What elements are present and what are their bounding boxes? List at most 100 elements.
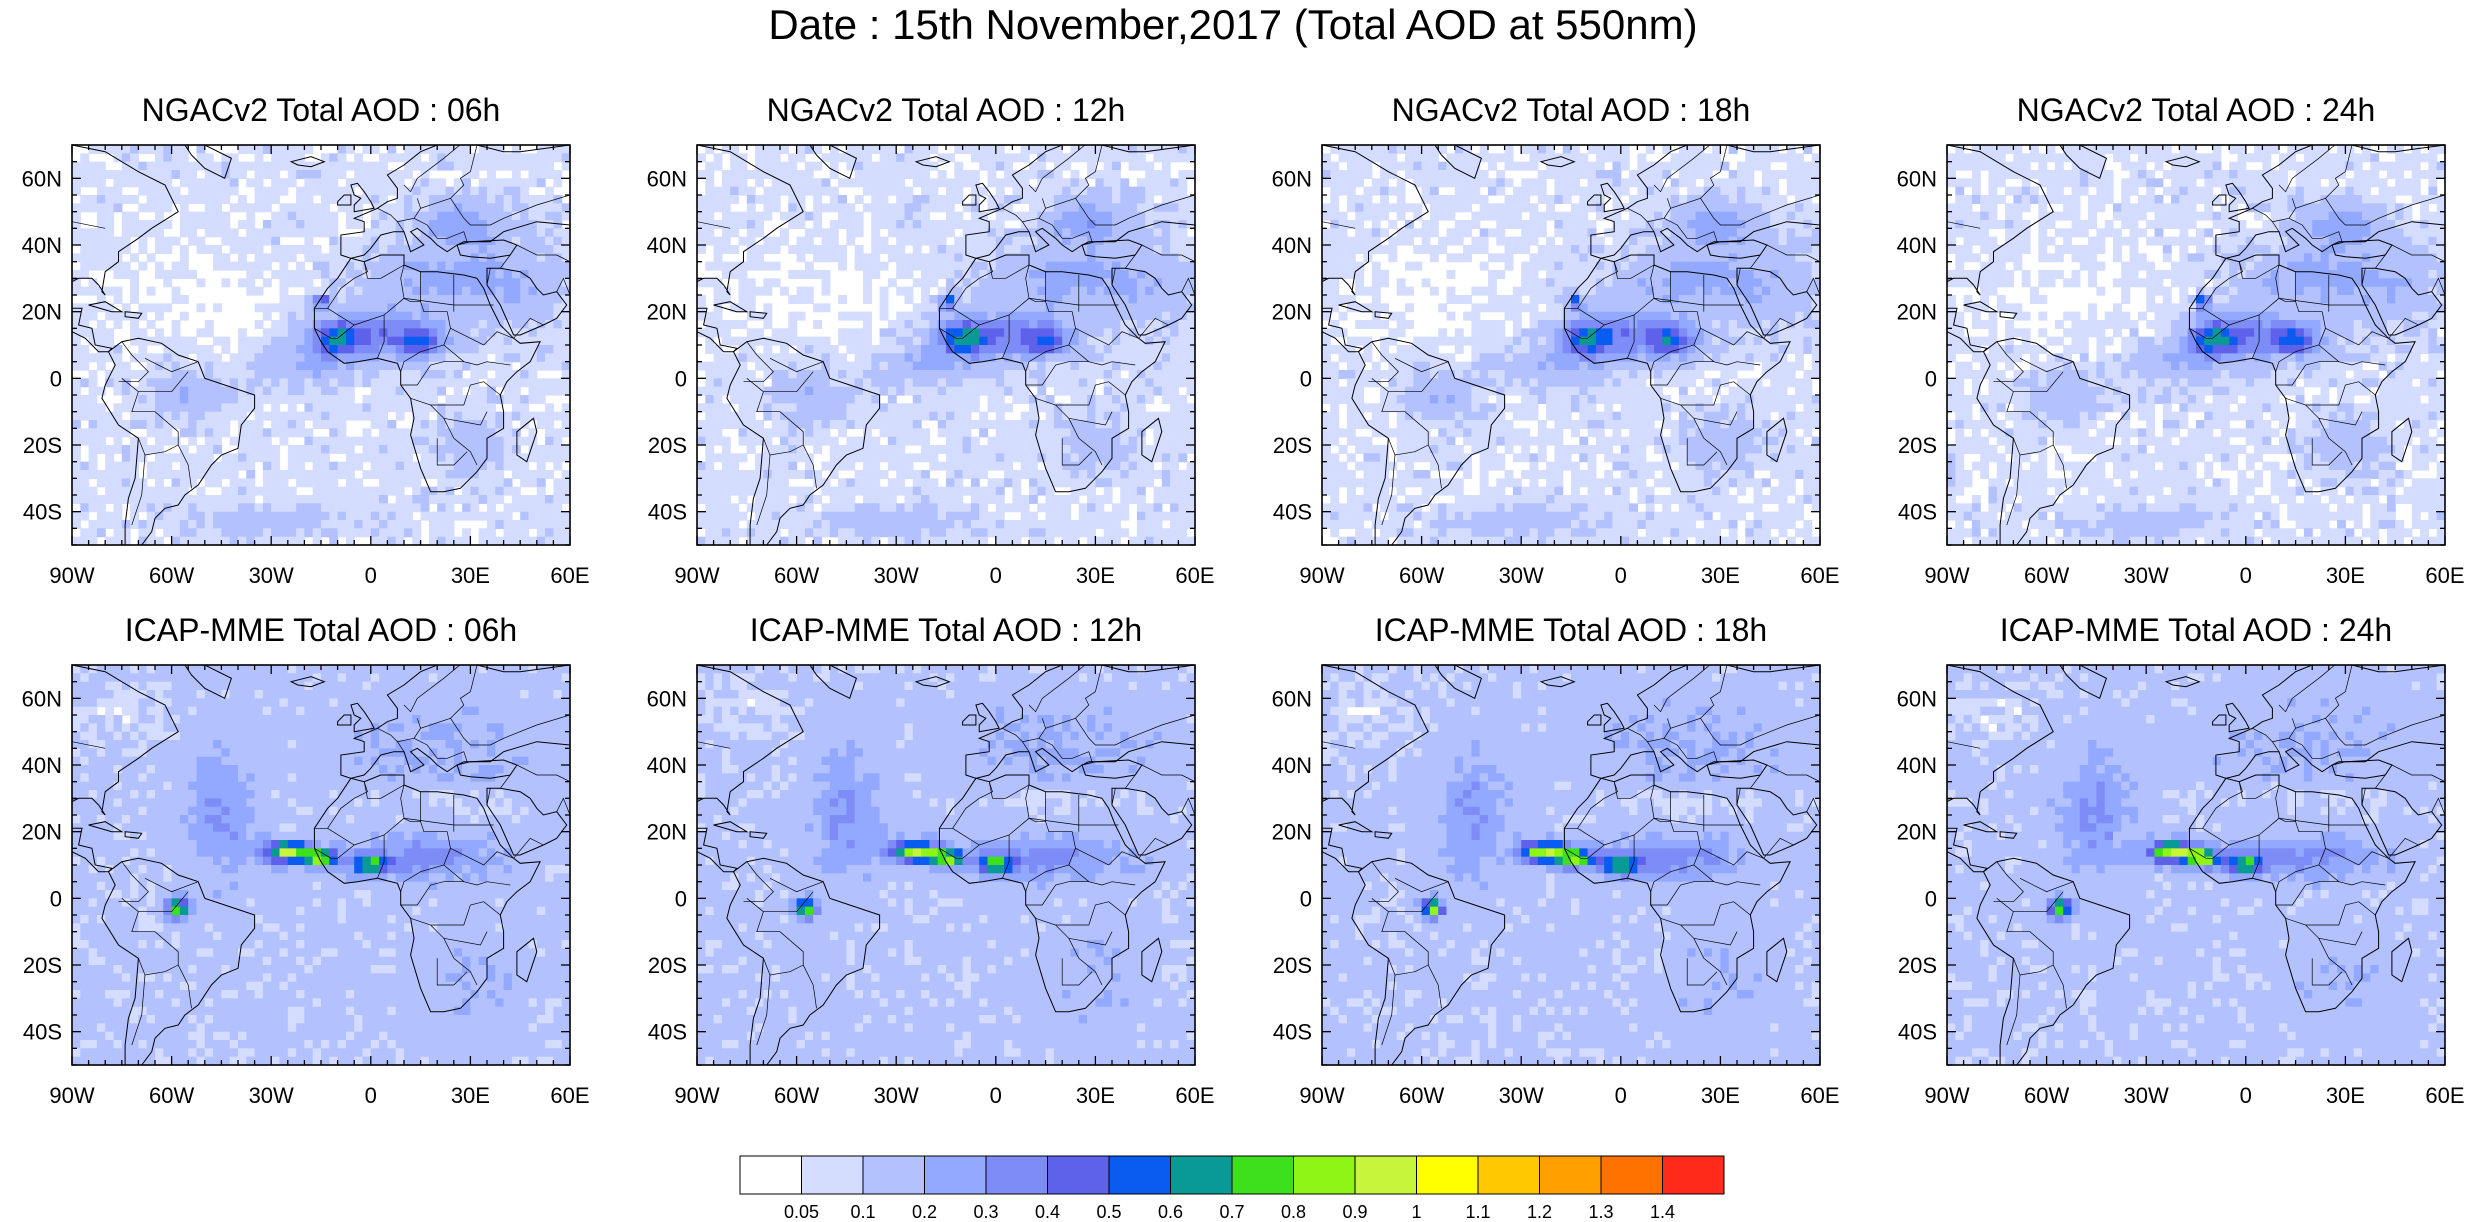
aod-cell [846,228,856,238]
aod-cell [829,145,839,154]
aod-cell [1161,261,1171,271]
aod-cell [1128,411,1138,421]
aod-cell [697,228,706,238]
aod-cell [954,370,964,379]
aod-cell [1004,361,1013,371]
aod-cell [921,278,930,288]
aod-cell [962,528,972,538]
aod-cell [796,536,806,545]
aod-cell [1087,245,1096,254]
aod-cell [1029,328,1038,338]
aod-cell [912,303,922,313]
aod-cell [138,178,148,188]
aod-cell [246,361,256,371]
aod-cell [1037,478,1047,488]
aod-cell [312,503,322,513]
aod-cell [1087,295,1096,304]
aod-cell [121,453,131,463]
aod-cell [871,170,881,179]
aod-cell [1045,370,1055,379]
aod-cell [1012,361,1022,371]
aod-cell [788,170,798,179]
aod-cell [904,345,914,354]
aod-cell [813,220,823,229]
aod-cell [1120,420,1130,429]
aod-cell [962,286,972,296]
aod-cell [437,336,447,346]
aod-cell [970,245,980,254]
aod-cell [171,336,181,346]
aod-cell [987,295,997,304]
aod-cell [262,361,272,371]
aod-cell [304,228,314,238]
lon-tick-label: 90W [49,563,94,588]
aod-cell [721,228,731,238]
aod-cell [970,470,980,479]
aod-cell [804,170,814,179]
country-border [400,264,405,299]
aod-cell [536,520,546,529]
aod-cell [1161,303,1171,313]
aod-cell [445,436,455,446]
aod-cell [254,395,264,404]
aod-cell [171,161,181,171]
aod-cell [846,145,856,154]
aod-cell [420,295,430,304]
aod-cell [1087,145,1096,154]
aod-cell [96,503,106,513]
aod-cell [912,378,922,388]
aod-cell [503,503,513,513]
aod-cell [954,261,964,271]
aod-cell [713,395,723,404]
aod-cell [88,195,98,204]
aod-cell [746,286,756,296]
aod-cell [863,270,872,279]
aod-cell [387,270,397,279]
aod-cell [420,336,430,346]
aod-cell [238,145,247,154]
aod-cell [804,211,814,221]
aod-cell [163,370,173,379]
aod-cell [1153,536,1163,545]
aod-cell [221,420,231,429]
aod-cell [1186,195,1195,204]
aod-cell [863,428,872,438]
aod-cell [721,361,731,371]
aod-cell [221,228,231,238]
aod-cell [553,178,563,188]
aod-cell [321,186,330,196]
aod-cell [404,245,413,254]
aod-cell [296,395,305,404]
aod-cell [188,428,198,438]
aod-cell [520,411,530,421]
aod-cell [1053,378,1063,388]
aod-cell [1153,261,1163,271]
aod-cell [561,478,570,488]
aod-cell [536,203,546,213]
aod-cell [520,203,530,213]
aod-cell [561,370,570,379]
aod-cell [304,186,314,196]
aod-cell [204,153,214,163]
aod-cell [987,336,997,346]
aod-cell [1095,211,1105,221]
aod-cell [229,153,239,163]
aod-cell [1029,211,1038,221]
aod-cell [379,278,388,288]
aod-cell [204,453,214,463]
aod-cell [771,145,781,154]
aod-cell [470,278,480,288]
aod-cell [1095,511,1105,521]
aod-cell [1078,528,1088,538]
aod-cell [929,236,939,246]
aod-cell [453,353,463,363]
aod-cell [503,353,513,363]
aod-cell [121,220,131,229]
aod-cell [495,253,505,263]
aod-cell [96,353,106,363]
aod-cell [179,270,189,279]
aod-cell [780,436,789,446]
aod-cell [420,411,430,421]
aod-cell [1070,445,1080,454]
aod-cell [705,145,715,154]
